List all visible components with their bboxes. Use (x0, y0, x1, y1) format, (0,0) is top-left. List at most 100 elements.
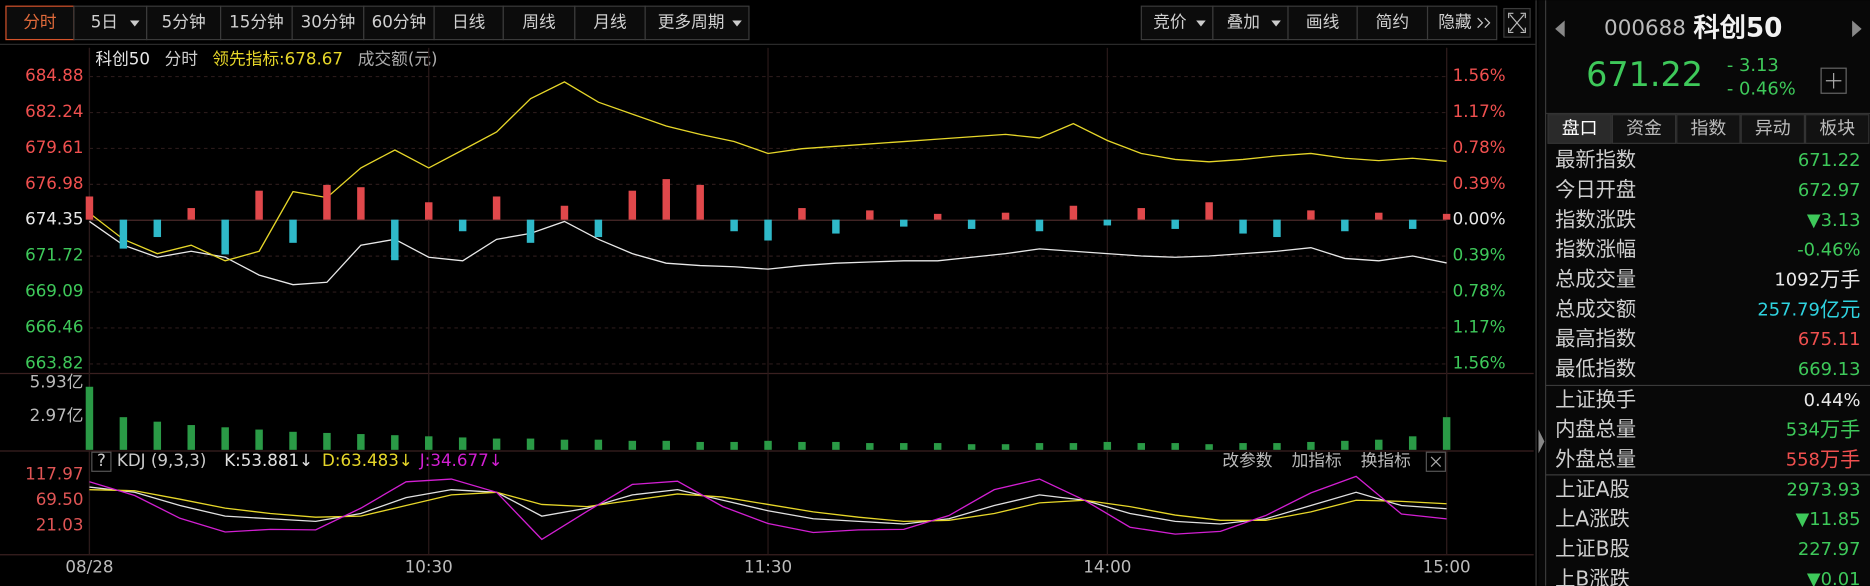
index-name: 科创50 (1693, 13, 1782, 43)
y-tick-label: 684.88 (25, 66, 83, 85)
bar (1205, 202, 1213, 220)
toolbar-label[interactable]: 更多周期 (658, 12, 725, 31)
toolbar-label[interactable]: 15分钟 (229, 12, 284, 31)
tab[interactable] (1740, 114, 1806, 144)
row-value-text: 534万手 (1786, 417, 1861, 441)
bar (1069, 443, 1078, 450)
row-unit: 万手 (1820, 447, 1861, 471)
row-value: ▼11.85 (1796, 509, 1861, 530)
legend-entry: K:53.881↓ (224, 451, 313, 470)
legend-entry: 科创50 (95, 49, 150, 68)
row-value: 558 (1786, 450, 1820, 471)
indicator-button[interactable]: 改参数 (1222, 451, 1272, 470)
toolbar-button[interactable] (574, 5, 646, 41)
x-tick-label: 10:30 (405, 557, 453, 576)
toolbar-label[interactable]: 叠加 (1227, 12, 1260, 31)
toolbar-label[interactable]: 竞价 (1153, 12, 1187, 31)
toolbar-button[interactable] (502, 5, 576, 41)
tab-label[interactable]: 板块 (1819, 118, 1855, 139)
bar (967, 219, 976, 229)
toolbar-label[interactable]: 周线 (522, 12, 556, 31)
y-tick-label: 682.24 (25, 102, 83, 121)
bar (153, 421, 162, 450)
toolbar-label[interactable]: 简约 (1376, 12, 1409, 31)
legend-entry: J:34.677↓ (419, 451, 503, 470)
bar (119, 219, 128, 249)
tab-label[interactable]: 盘口 (1562, 118, 1598, 139)
bar (628, 190, 637, 220)
y-tick-label: 674.35 (25, 210, 83, 229)
toolbar-label[interactable]: 分时 (23, 12, 57, 31)
y2-tick-label: 0.39% (1453, 174, 1506, 193)
tab[interactable] (1547, 114, 1612, 144)
period-label: 分时 (165, 49, 199, 68)
toolbar-button[interactable] (291, 5, 365, 41)
dropdown-icon[interactable] (1271, 20, 1281, 27)
next-arrow[interactable] (1852, 20, 1862, 38)
add-box[interactable] (1820, 67, 1847, 94)
collapse-icon[interactable] (1538, 429, 1545, 454)
bar (730, 441, 738, 450)
row-label: 上B涨跌 (1555, 566, 1630, 586)
row-value: -0.46% (1797, 240, 1860, 261)
bar (255, 429, 263, 450)
tab[interactable] (1805, 114, 1870, 144)
change-pct: - 0.46% (1727, 79, 1796, 100)
bar (1375, 212, 1383, 220)
toolbar-label[interactable]: 5日 (91, 12, 118, 31)
bar (1035, 219, 1044, 232)
price: 671.22 (1586, 55, 1703, 94)
expand-icon[interactable] (1477, 17, 1491, 29)
y-tick-label: 663.82 (25, 353, 83, 372)
toolbar-label[interactable]: 隐藏 (1438, 12, 1472, 31)
tab[interactable] (1676, 114, 1741, 144)
bar (357, 187, 365, 220)
bar (221, 219, 229, 255)
toolbar-label[interactable]: 月线 (593, 12, 627, 31)
close-icon[interactable] (1430, 456, 1442, 467)
y-tick-label: 5.93亿 (30, 373, 84, 392)
bar (1137, 443, 1145, 450)
row-value-text: ▼0.01 (1807, 569, 1861, 586)
dropdown-icon[interactable] (1196, 20, 1206, 27)
row-value-text: 675.11 (1798, 329, 1861, 350)
toolbar-button[interactable] (5, 5, 75, 41)
toolbar-button[interactable] (1426, 5, 1498, 41)
toolbar-button[interactable] (146, 5, 222, 41)
y2-tick-label: 1.17% (1453, 318, 1506, 337)
toolbar-button[interactable] (1287, 5, 1358, 41)
help-box[interactable] (91, 451, 112, 472)
row-label: 上A涨跌 (1555, 507, 1630, 531)
legend-entry: 领先指标:678.67 (212, 49, 343, 68)
series-line (89, 489, 1447, 523)
toolbar-button[interactable] (433, 5, 504, 41)
tab[interactable] (1611, 114, 1677, 144)
y2-tick-label: 0.39% (1453, 246, 1506, 265)
help-icon[interactable]: ? (97, 451, 106, 470)
close-box[interactable] (1425, 451, 1447, 472)
prev-arrow[interactable] (1555, 20, 1565, 38)
toolbar-label[interactable]: 60分钟 (372, 12, 427, 31)
bar (1341, 219, 1349, 232)
fullscreen-icon[interactable] (1508, 12, 1526, 34)
tab-label[interactable]: 异动 (1755, 118, 1791, 139)
y2-tick-label: 1.56% (1453, 66, 1506, 85)
dropdown-icon[interactable] (129, 20, 140, 27)
bar (1171, 219, 1179, 229)
add-icon[interactable] (1825, 72, 1842, 89)
toolbar-label[interactable]: 日线 (452, 12, 486, 31)
toolbar-label[interactable]: 画线 (1306, 12, 1340, 31)
toolbar-label[interactable]: 30分钟 (301, 12, 356, 31)
y2-tick-label: 0.78% (1453, 138, 1506, 157)
series-line (89, 220, 1447, 286)
toolbar-button[interactable] (220, 5, 293, 41)
indicator-button[interactable]: 换指标 (1361, 451, 1411, 470)
tab-label[interactable]: 资金 (1626, 118, 1662, 139)
tab-label[interactable]: 指数 (1691, 118, 1727, 139)
row-value: 672.97 (1798, 180, 1861, 201)
y-tick-label: 2.97亿 (30, 406, 84, 425)
toolbar-button[interactable] (644, 5, 750, 41)
toolbar-label[interactable]: 5分钟 (162, 12, 206, 31)
indicator-button[interactable]: 加指标 (1292, 451, 1342, 470)
dropdown-icon[interactable] (732, 20, 742, 27)
